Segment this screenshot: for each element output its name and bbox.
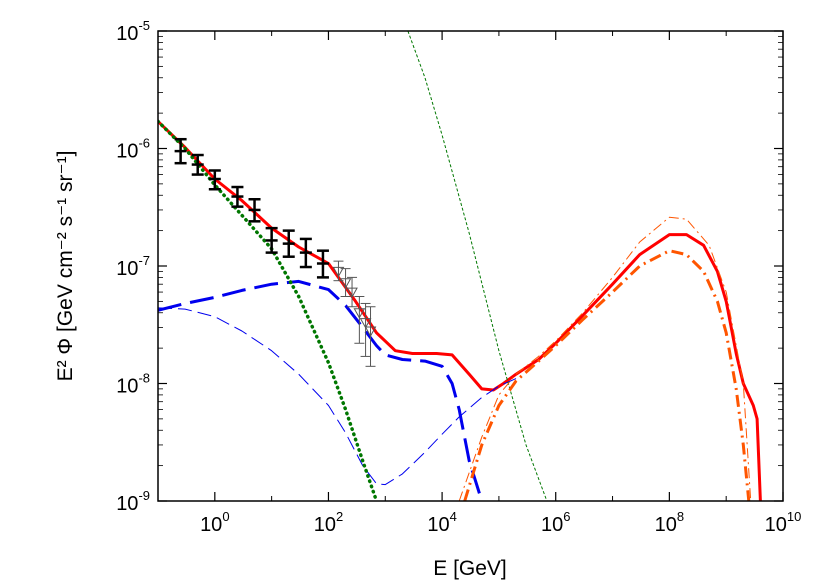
x-tick-label-2: 104 <box>427 509 456 536</box>
y-axis-label: E² Φ [GeV cm⁻² s⁻¹ sr⁻¹] <box>54 151 77 382</box>
x-tick-label-4: 108 <box>655 509 684 536</box>
data-point-5 <box>265 226 278 254</box>
data-point-0 <box>174 137 187 165</box>
series-total-line <box>158 120 762 501</box>
y-tick-label-4: 10-5 <box>116 18 150 45</box>
x-tick-label-5: 1010 <box>765 509 802 536</box>
series-layer <box>158 31 762 501</box>
y-tick-label-1: 10-8 <box>116 371 150 398</box>
upper-limit-5 <box>364 306 377 367</box>
series-dashdot-thin-line <box>458 216 752 501</box>
y-tick-label-0: 10-9 <box>116 488 150 515</box>
x-tick-label-3: 106 <box>541 509 570 536</box>
series-dashed-thin-line <box>158 307 517 486</box>
upper-limit-4 <box>359 302 372 357</box>
data-point-2 <box>208 169 221 191</box>
upper-limit-0 <box>332 260 345 282</box>
series-dashdot-thick-line <box>463 249 751 501</box>
data-point-7 <box>299 237 312 269</box>
series-dotted-thick-line <box>158 119 379 501</box>
x-axis-label: E [GeV] <box>433 557 507 580</box>
x-tick-label-1: 102 <box>314 509 343 536</box>
data-point-4 <box>248 197 261 223</box>
x-tick-label-0: 100 <box>200 509 229 536</box>
y-tick-label-2: 10-7 <box>116 253 150 280</box>
y-tick-label-3: 10-6 <box>116 136 150 163</box>
data-point-6 <box>282 229 295 258</box>
errorbar-layer <box>174 137 377 367</box>
data-point-8 <box>316 249 329 279</box>
series-dotted-thin-line <box>407 31 548 501</box>
plot-frame <box>157 30 784 502</box>
data-point-1 <box>191 153 204 176</box>
tick-layer: 100 102 104 106 108 1010 10-9 10-8 10-7 10-6 10-5 <box>116 18 801 536</box>
data-point-3 <box>231 185 244 208</box>
upper-limit-2 <box>346 276 358 308</box>
series-dashed-thick-line <box>158 279 484 501</box>
upper-limit-3 <box>353 296 366 344</box>
upper-limit-1 <box>339 268 352 298</box>
